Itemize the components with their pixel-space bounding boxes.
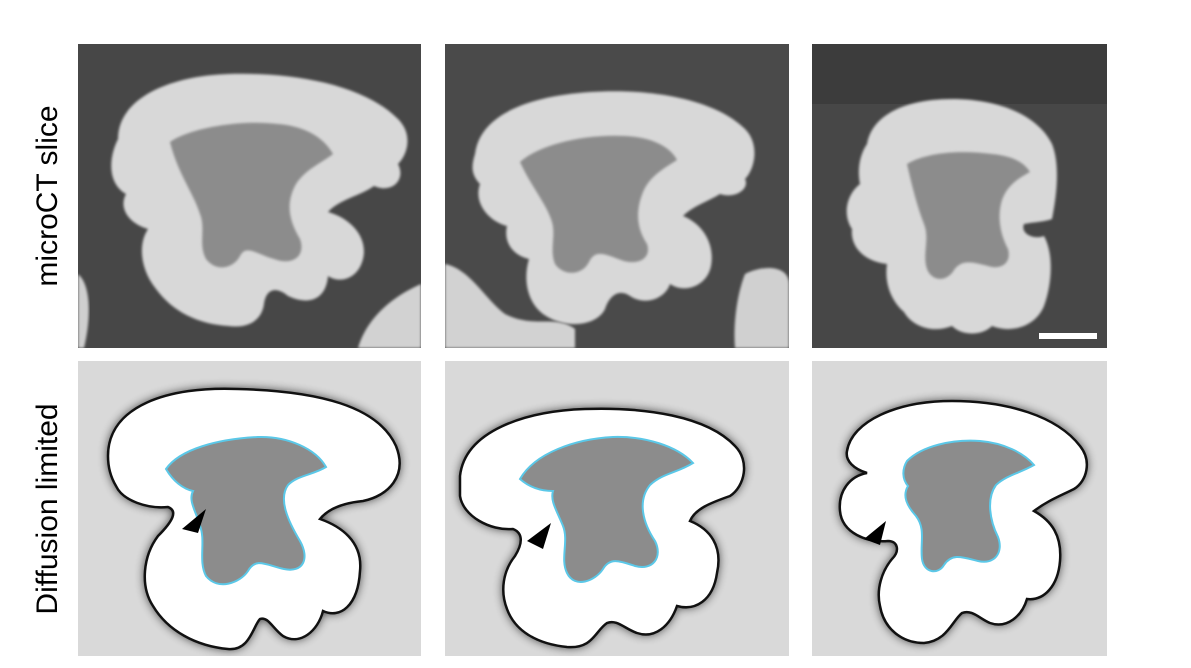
- microct-panel-1: [78, 44, 421, 348]
- diffusion-panel-3: [812, 361, 1107, 656]
- row-label-diffusion-limited: Diffusion limited: [31, 403, 64, 615]
- diffusion-panel-2: [445, 361, 789, 656]
- microct-image-3: [812, 44, 1107, 348]
- diffusion-image-1: [78, 361, 421, 656]
- microct-image-1: [78, 44, 421, 348]
- microct-panel-2: [445, 44, 789, 348]
- microct-image-2: [445, 44, 789, 348]
- diffusion-panel-1: [78, 361, 421, 656]
- microct-panel-3: [812, 44, 1107, 348]
- diffusion-image-3: [812, 361, 1107, 656]
- arrowhead-icon: [182, 509, 206, 533]
- diffusion-image-2: [445, 361, 789, 656]
- arrowhead-icon: [527, 523, 551, 549]
- scale-bar: [1039, 333, 1097, 339]
- row-label-microct: microCT slice: [31, 105, 64, 287]
- arrowhead-icon: [864, 521, 886, 545]
